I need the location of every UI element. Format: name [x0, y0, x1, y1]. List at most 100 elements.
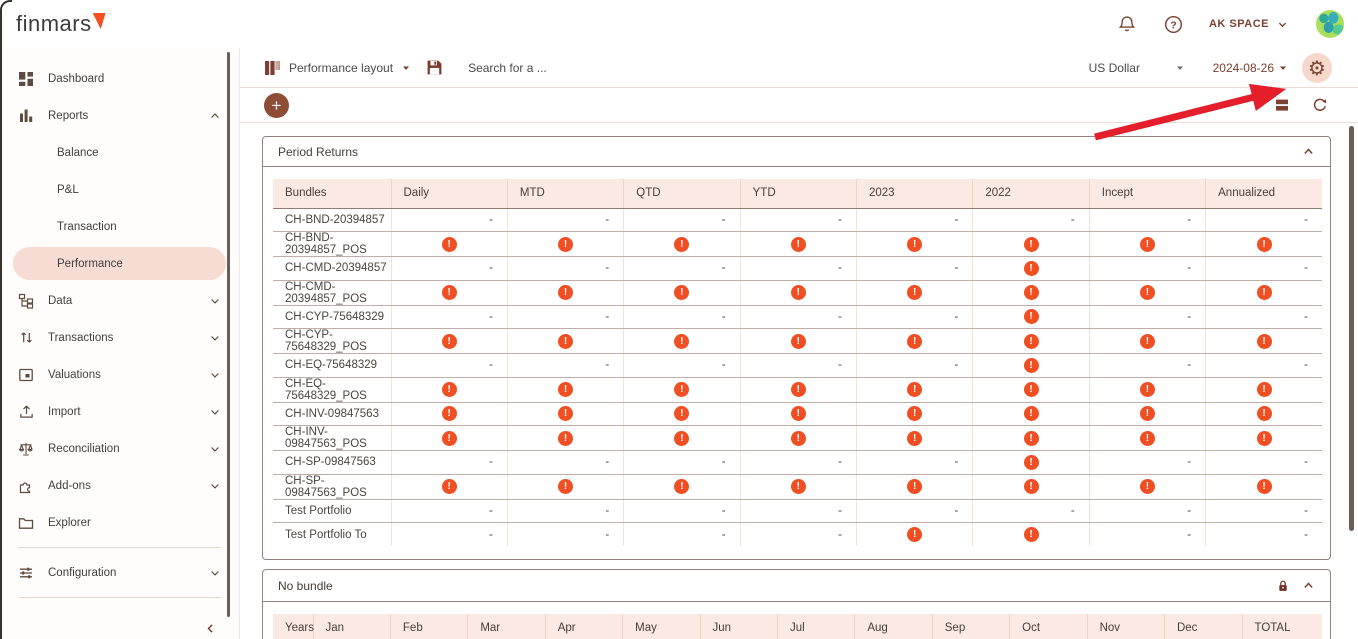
- warning-icon[interactable]: !: [558, 406, 574, 422]
- warning-icon[interactable]: !: [1023, 479, 1039, 494]
- warning-icon[interactable]: !: [1256, 285, 1272, 300]
- board-view-button[interactable]: [1272, 95, 1292, 115]
- sidebar-item-data[interactable]: Data: [0, 282, 239, 319]
- warning-icon[interactable]: !: [441, 406, 457, 422]
- column-header[interactable]: QTD: [623, 179, 741, 209]
- warning-icon[interactable]: !: [790, 285, 806, 300]
- warning-icon[interactable]: !: [558, 333, 574, 349]
- sidebar-scrollbar[interactable]: [227, 52, 230, 617]
- settings-gear-button[interactable]: ⚙: [1302, 52, 1332, 83]
- sidebar-item-reports[interactable]: Reports: [0, 97, 239, 134]
- warning-icon[interactable]: !: [1256, 430, 1272, 446]
- warning-icon[interactable]: !: [907, 527, 923, 542]
- warning-icon[interactable]: !: [790, 236, 806, 252]
- table-row[interactable]: CH-INV-09847563_POS!!!!!!!!: [273, 425, 1322, 451]
- page-scrollbar[interactable]: [1349, 126, 1354, 531]
- layout-switcher[interactable]: Performance layout: [289, 61, 411, 75]
- warning-icon[interactable]: !: [1139, 479, 1155, 494]
- warning-icon[interactable]: !: [1256, 479, 1272, 494]
- column-header[interactable]: YTD: [739, 179, 857, 209]
- warning-icon[interactable]: !: [790, 382, 806, 397]
- table-row[interactable]: Test Portfolio To - - - -!! - -: [273, 522, 1322, 546]
- warning-icon[interactable]: !: [907, 382, 923, 397]
- warning-icon[interactable]: !: [907, 285, 923, 300]
- column-header[interactable]: Sep: [931, 614, 1010, 639]
- column-header[interactable]: Daily: [390, 179, 508, 209]
- sidebar-item-pnl[interactable]: P&L: [0, 171, 239, 208]
- lock-toggle[interactable]: [1276, 579, 1290, 593]
- table-row[interactable]: CH-CYP-75648329- - - - -! - -: [273, 305, 1322, 329]
- warning-icon[interactable]: !: [1139, 333, 1155, 349]
- column-header[interactable]: Jul: [776, 614, 855, 639]
- column-header[interactable]: Incept: [1088, 179, 1206, 209]
- sidebar-item-explorer[interactable]: Explorer: [0, 504, 239, 541]
- warning-icon[interactable]: !: [1256, 236, 1272, 252]
- save-layout-button[interactable]: [424, 57, 445, 78]
- warning-icon[interactable]: !: [1023, 406, 1039, 422]
- sidebar-item-performance-active[interactable]: Performance: [13, 247, 226, 280]
- sidebar-item-reconciliation[interactable]: Reconciliation: [0, 430, 239, 467]
- warning-icon[interactable]: !: [441, 382, 457, 397]
- sidebar-item-import[interactable]: Import: [0, 393, 239, 430]
- warning-icon[interactable]: !: [674, 333, 690, 349]
- sidebar-item-balance[interactable]: Balance: [0, 134, 239, 171]
- warning-icon[interactable]: !: [1256, 333, 1272, 349]
- column-header[interactable]: Dec: [1163, 614, 1242, 639]
- warning-icon[interactable]: !: [907, 479, 923, 494]
- warning-icon[interactable]: !: [1023, 382, 1039, 397]
- table-row[interactable]: CH-CYP-75648329_POS!!!!!!!!: [273, 328, 1322, 354]
- warning-icon[interactable]: !: [1023, 260, 1039, 276]
- warning-icon[interactable]: !: [1023, 333, 1039, 349]
- warning-icon[interactable]: !: [1023, 527, 1039, 542]
- user-avatar[interactable]: [1316, 10, 1344, 38]
- warning-icon[interactable]: !: [441, 333, 457, 349]
- warning-icon[interactable]: !: [441, 285, 457, 300]
- column-header[interactable]: Years: [273, 614, 314, 639]
- sidebar-collapse-button[interactable]: [204, 622, 217, 635]
- space-switcher[interactable]: AK SPACE: [1209, 18, 1288, 30]
- column-header[interactable]: Bundles: [273, 179, 391, 209]
- warning-icon[interactable]: !: [1023, 309, 1039, 325]
- warning-icon[interactable]: !: [790, 406, 806, 422]
- warning-icon[interactable]: !: [907, 430, 923, 446]
- column-header[interactable]: May: [622, 614, 701, 639]
- search-input[interactable]: [468, 60, 699, 75]
- currency-select[interactable]: US Dollar: [1089, 61, 1185, 75]
- table-row[interactable]: CH-EQ-75648329_POS!!!!!!!!: [273, 377, 1322, 403]
- column-header[interactable]: 2023: [855, 179, 973, 209]
- warning-icon[interactable]: !: [907, 333, 923, 349]
- help-button[interactable]: ?: [1162, 13, 1185, 36]
- column-header[interactable]: Oct: [1009, 614, 1088, 639]
- notifications-button[interactable]: [1116, 13, 1138, 35]
- warning-icon[interactable]: !: [1139, 406, 1155, 422]
- sidebar-item-addons[interactable]: Add-ons: [0, 467, 239, 504]
- table-row[interactable]: CH-SP-09847563_POS!!!!!!!!: [273, 474, 1322, 500]
- table-row[interactable]: CH-EQ-75648329- - - - -! - -: [273, 353, 1322, 378]
- warning-icon[interactable]: !: [1139, 382, 1155, 397]
- warning-icon[interactable]: !: [1139, 236, 1155, 252]
- warning-icon[interactable]: !: [674, 430, 690, 446]
- warning-icon[interactable]: !: [1256, 382, 1272, 397]
- brand-logo[interactable]: finmars: [16, 11, 106, 37]
- column-header[interactable]: MTD: [506, 179, 624, 209]
- warning-icon[interactable]: !: [441, 236, 457, 252]
- column-header[interactable]: TOTAL: [1241, 614, 1322, 639]
- warning-icon[interactable]: !: [1139, 430, 1155, 446]
- column-header[interactable]: Mar: [467, 614, 546, 639]
- warning-icon[interactable]: !: [558, 236, 574, 252]
- column-header[interactable]: Jun: [699, 614, 778, 639]
- warning-icon[interactable]: !: [907, 236, 923, 252]
- table-row[interactable]: CH-CMD-20394857_POS!!!!!!!!: [273, 280, 1322, 306]
- column-header[interactable]: Feb: [389, 614, 468, 639]
- warning-icon[interactable]: !: [1139, 285, 1155, 300]
- warning-icon[interactable]: !: [558, 479, 574, 494]
- sidebar-item-valuations[interactable]: Valuations: [0, 356, 239, 393]
- warning-icon[interactable]: !: [674, 236, 690, 252]
- warning-icon[interactable]: !: [1023, 454, 1039, 470]
- sidebar-item-dashboard[interactable]: Dashboard: [0, 60, 239, 97]
- warning-icon[interactable]: !: [790, 333, 806, 349]
- warning-icon[interactable]: !: [558, 430, 574, 446]
- table-row[interactable]: CH-SP-09847563- - - - -! - -: [273, 450, 1322, 475]
- table-row[interactable]: Test Portfolio - - - - - - - -: [273, 499, 1322, 523]
- date-select[interactable]: 2024-08-26: [1213, 61, 1288, 75]
